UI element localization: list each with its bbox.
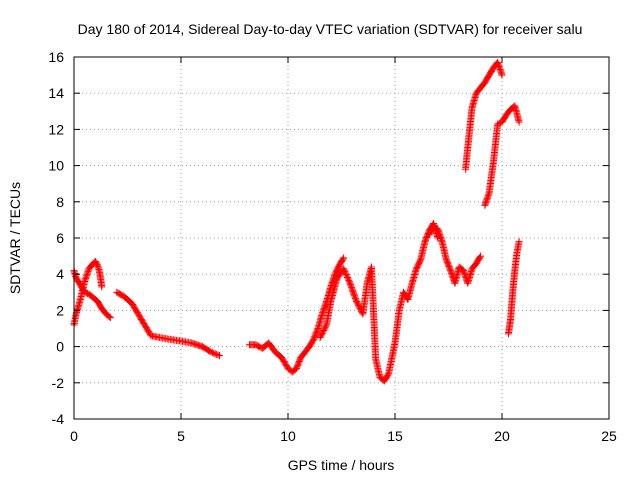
data-point bbox=[498, 71, 506, 79]
x-tick-label: 5 bbox=[177, 428, 185, 444]
series-arc-4 bbox=[245, 254, 348, 376]
data-point bbox=[340, 266, 348, 274]
data-point bbox=[208, 349, 216, 357]
grid bbox=[74, 57, 609, 419]
data-point bbox=[340, 265, 348, 273]
data-point bbox=[340, 254, 348, 262]
data-point bbox=[343, 272, 351, 280]
y-tick-label: 12 bbox=[48, 121, 64, 137]
data-point bbox=[515, 238, 523, 246]
data-point bbox=[343, 273, 351, 281]
data-point bbox=[515, 118, 523, 126]
data-point bbox=[495, 119, 503, 127]
data-point bbox=[342, 271, 350, 279]
data-point bbox=[98, 283, 106, 291]
axis-ticks: 0 5 10 15 20 25 -4 -2 0 2 4 6 8 10 12 14 16 bbox=[48, 49, 617, 444]
data-point bbox=[342, 269, 350, 277]
y-tick-label: 2 bbox=[56, 302, 64, 318]
series-arc-5 bbox=[316, 220, 442, 385]
data-point bbox=[494, 120, 502, 128]
data-series bbox=[70, 58, 523, 385]
chart-title: Day 180 of 2014, Sidereal Day-to-day VTE… bbox=[78, 21, 583, 37]
data-point bbox=[81, 288, 89, 296]
data-point bbox=[210, 349, 218, 357]
data-point bbox=[213, 350, 221, 358]
data-point bbox=[214, 351, 222, 359]
x-tick-label: 15 bbox=[387, 428, 403, 444]
series-arc-6 bbox=[425, 223, 485, 287]
series-arc-8 bbox=[481, 102, 523, 209]
data-point bbox=[477, 252, 485, 260]
series-arc-3 bbox=[113, 288, 224, 360]
data-point bbox=[207, 348, 215, 356]
data-point bbox=[82, 289, 90, 297]
x-tick-label: 25 bbox=[601, 428, 617, 444]
y-tick-label: 4 bbox=[56, 266, 64, 282]
series-arc-7 bbox=[462, 58, 506, 173]
x-tick-label: 20 bbox=[494, 428, 510, 444]
series-arc-1 bbox=[70, 258, 106, 329]
data-point bbox=[339, 255, 347, 263]
y-tick-label: 16 bbox=[48, 49, 64, 65]
y-tick-label: 6 bbox=[56, 230, 64, 246]
x-axis-label: GPS time / hours bbox=[288, 457, 395, 473]
data-point bbox=[322, 322, 330, 330]
y-tick-label: 0 bbox=[56, 339, 64, 355]
x-tick-label: 0 bbox=[70, 428, 78, 444]
data-point bbox=[345, 278, 353, 286]
y-tick-label: -4 bbox=[52, 411, 65, 427]
data-point bbox=[430, 223, 438, 231]
data-point bbox=[211, 350, 219, 358]
data-point bbox=[476, 253, 484, 261]
data-point bbox=[345, 276, 353, 284]
y-tick-label: 8 bbox=[56, 194, 64, 210]
data-point bbox=[341, 268, 349, 276]
y-axis-label: SDTVAR / TECUs bbox=[7, 182, 23, 294]
y-tick-label: -2 bbox=[52, 375, 65, 391]
data-point bbox=[105, 313, 113, 321]
data-point bbox=[216, 352, 224, 360]
series-arc-9 bbox=[504, 238, 523, 338]
x-tick-label: 10 bbox=[280, 428, 296, 444]
data-point bbox=[344, 275, 352, 283]
y-tick-label: 10 bbox=[48, 158, 64, 174]
data-point bbox=[106, 314, 114, 322]
y-tick-label: 14 bbox=[48, 85, 64, 101]
